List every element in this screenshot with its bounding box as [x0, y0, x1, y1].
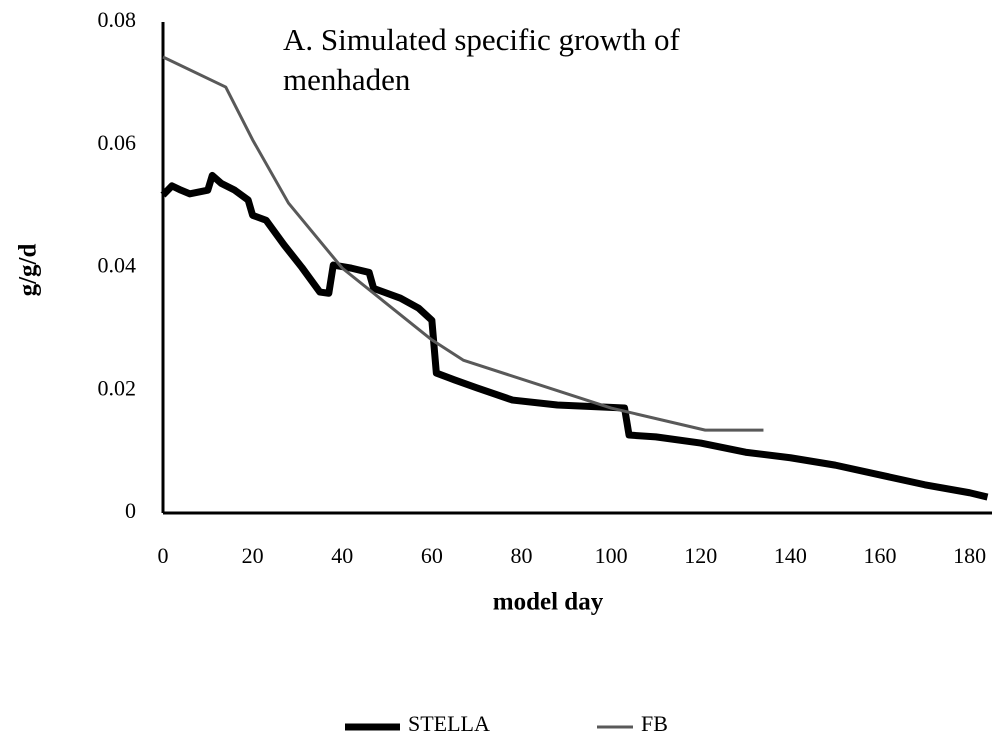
series-line	[160, 171, 989, 501]
x-tick-label: 120	[684, 543, 717, 568]
x-tick-label: 20	[242, 543, 264, 568]
x-tick-label: 180	[953, 543, 986, 568]
y-tick-label: 0.06	[98, 130, 137, 155]
x-tick-label: 160	[863, 543, 896, 568]
series-line	[162, 55, 764, 432]
x-tick-label: 0	[158, 543, 169, 568]
x-tick-label: 140	[774, 543, 807, 568]
y-tick-label: 0	[125, 498, 136, 523]
legend-label: STELLA	[408, 711, 490, 736]
y-tick-label: 0.04	[98, 253, 137, 278]
y-axis-label: g/g/d	[15, 244, 42, 297]
x-tick-label: 100	[595, 543, 628, 568]
chart-title: A. Simulated specific growth of menhaden	[283, 22, 680, 97]
x-tick-label: 80	[510, 543, 532, 568]
legend-label: FB	[641, 711, 668, 736]
y-tick-label: 0.08	[98, 7, 137, 32]
x-axis-label: model day	[493, 589, 604, 616]
y-tick-label: 0.02	[98, 375, 137, 400]
x-tick-label: 40	[331, 543, 353, 568]
x-tick-label: 60	[421, 543, 443, 568]
